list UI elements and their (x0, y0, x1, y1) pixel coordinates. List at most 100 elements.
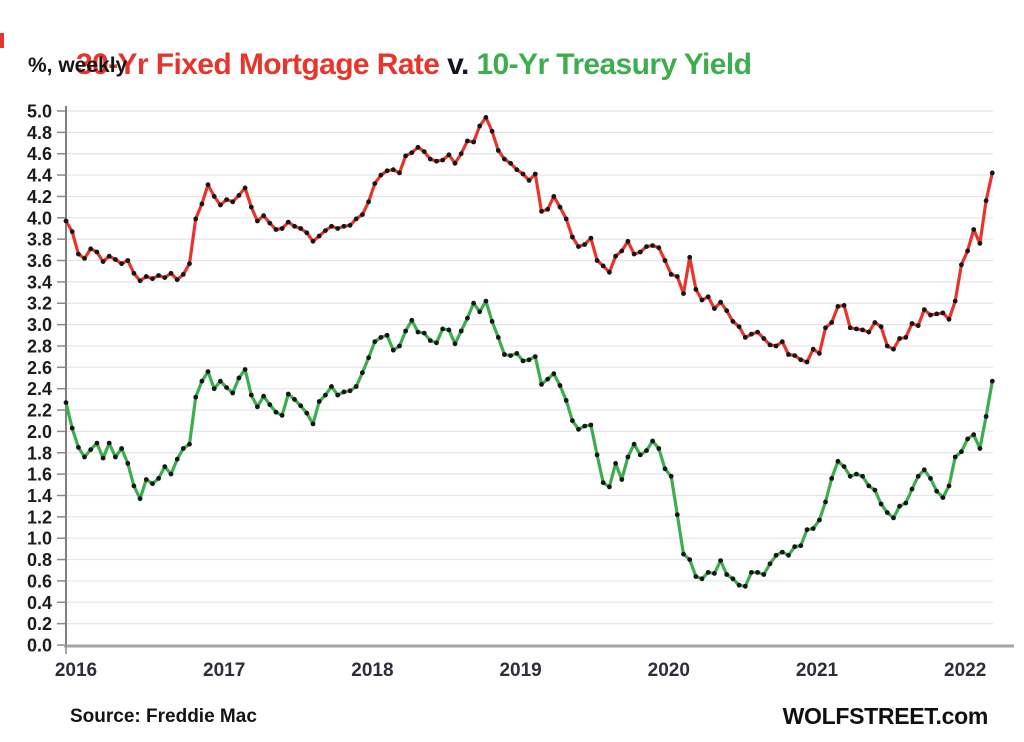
mortgage-30yr-point (989, 170, 995, 176)
mortgage-30yr-point (779, 339, 785, 345)
treasury-10yr-point (378, 335, 384, 340)
treasury-10yr-point (366, 355, 371, 361)
treasury-10yr-point (668, 473, 674, 479)
treasury-10yr-point (119, 446, 124, 451)
treasury-10yr-point (872, 487, 878, 493)
mortgage-30yr-point (594, 258, 600, 263)
left-edge-red-mark (0, 33, 4, 48)
treasury-10yr-point (82, 454, 87, 460)
mortgage-30yr-point (668, 272, 674, 277)
treasury-10yr-point (279, 413, 285, 418)
treasury-10yr-point (199, 378, 205, 384)
mortgage-30yr-point (835, 304, 841, 309)
mortgage-30yr-point (224, 197, 230, 203)
treasury-10yr-point (261, 393, 266, 399)
treasury-10yr-point (594, 452, 600, 458)
mortgage-30yr-point (242, 185, 248, 191)
mortgage-30yr-point (255, 218, 260, 224)
treasury-10yr-point (514, 351, 520, 356)
mortgage-30yr-point (316, 233, 322, 239)
treasury-10yr-point (656, 446, 662, 451)
mortgage-30yr-point (712, 306, 717, 311)
mortgage-30yr-point (644, 244, 649, 250)
treasury-10yr-point (959, 449, 964, 455)
treasury-10yr-point (477, 309, 483, 315)
mortgage-30yr-point (285, 219, 291, 225)
mortgage-30yr-point (261, 213, 266, 219)
treasury-10yr-point (644, 448, 649, 453)
mortgage-30yr-point (298, 226, 304, 231)
treasury-10yr-point (767, 561, 773, 567)
mortgage-30yr-point (113, 257, 118, 262)
treasury-10yr-point (545, 376, 551, 382)
treasury-10yr-point (304, 410, 310, 416)
y-axis-label: 0.0 (27, 636, 52, 656)
treasury-10yr-point (971, 432, 977, 437)
y-axis-label: 2.0 (27, 422, 52, 442)
mortgage-30yr-point (637, 249, 643, 255)
mortgage-30yr-point (736, 324, 742, 330)
treasury-10yr-point (915, 473, 921, 479)
treasury-10yr-point (884, 510, 890, 515)
mortgage-30yr-point (613, 253, 618, 259)
mortgage-30yr-point (205, 182, 211, 188)
treasury-10yr-point (755, 570, 760, 575)
treasury-10yr-point (928, 476, 933, 481)
y-axis-label: 1.0 (27, 529, 52, 549)
treasury-10yr-point (248, 392, 254, 398)
mortgage-30yr-point (88, 246, 94, 252)
x-axis-label: 2019 (499, 660, 541, 681)
treasury-10yr-point (76, 445, 81, 450)
treasury-10yr-point (761, 572, 767, 577)
treasury-10yr-point (532, 354, 538, 359)
mortgage-30yr-point (909, 321, 915, 326)
mortgage-30yr-point (891, 346, 896, 352)
mortgage-30yr-point (798, 357, 804, 363)
mortgage-30yr-point (983, 198, 989, 204)
treasury-10yr-point (600, 480, 606, 486)
mortgage-30yr-point (928, 312, 933, 318)
mortgage-30yr-point (100, 259, 106, 264)
mortgage-30yr-point (588, 235, 594, 241)
mortgage-30yr-point (125, 258, 131, 263)
mortgage-30yr-markers (63, 115, 995, 365)
treasury-10yr-point (180, 446, 186, 451)
treasury-10yr-point (551, 371, 557, 377)
mortgage-30yr-point (687, 254, 693, 260)
treasury-10yr-point (829, 476, 835, 481)
treasury-10yr-point (353, 384, 359, 389)
mortgage-30yr-point (773, 343, 779, 349)
treasury-10yr-point (360, 370, 365, 376)
mortgage-30yr-point (557, 204, 563, 210)
y-axis-label: 3.8 (27, 230, 52, 250)
treasury-10yr-point (891, 515, 896, 521)
treasury-10yr-point (218, 378, 223, 384)
mortgage-30yr-point (823, 325, 828, 331)
mortgage-30yr-point (168, 270, 174, 276)
mortgage-30yr-point (600, 263, 606, 269)
mortgage-30yr-point (570, 234, 575, 240)
treasury-10yr-point (403, 328, 408, 334)
y-axis-label: 2.4 (27, 379, 52, 399)
mortgage-30yr-point (965, 248, 970, 254)
mortgage-30yr-point (656, 245, 662, 251)
mortgage-30yr-point (940, 310, 946, 316)
mortgage-30yr-point (742, 335, 748, 340)
mortgage-30yr-point (452, 160, 458, 166)
mortgage-30yr-point (434, 158, 439, 164)
source-credit: Source: Freddie Mac (70, 706, 257, 727)
mortgage-30yr-point (514, 167, 520, 173)
y-axis-label: 2.8 (27, 336, 52, 356)
treasury-10yr-point (298, 403, 304, 409)
mortgage-30yr-point (854, 326, 859, 332)
mortgage-30yr-point (847, 325, 853, 331)
treasury-10yr-point (224, 385, 230, 390)
treasury-10yr-point (897, 503, 902, 509)
treasury-10yr-point (909, 486, 915, 492)
treasury-10yr-point (88, 447, 94, 452)
treasury-10yr-point (205, 369, 211, 374)
treasury-10yr-point (125, 461, 131, 466)
treasury-10yr-point (434, 340, 439, 346)
treasury-10yr-point (607, 484, 612, 490)
